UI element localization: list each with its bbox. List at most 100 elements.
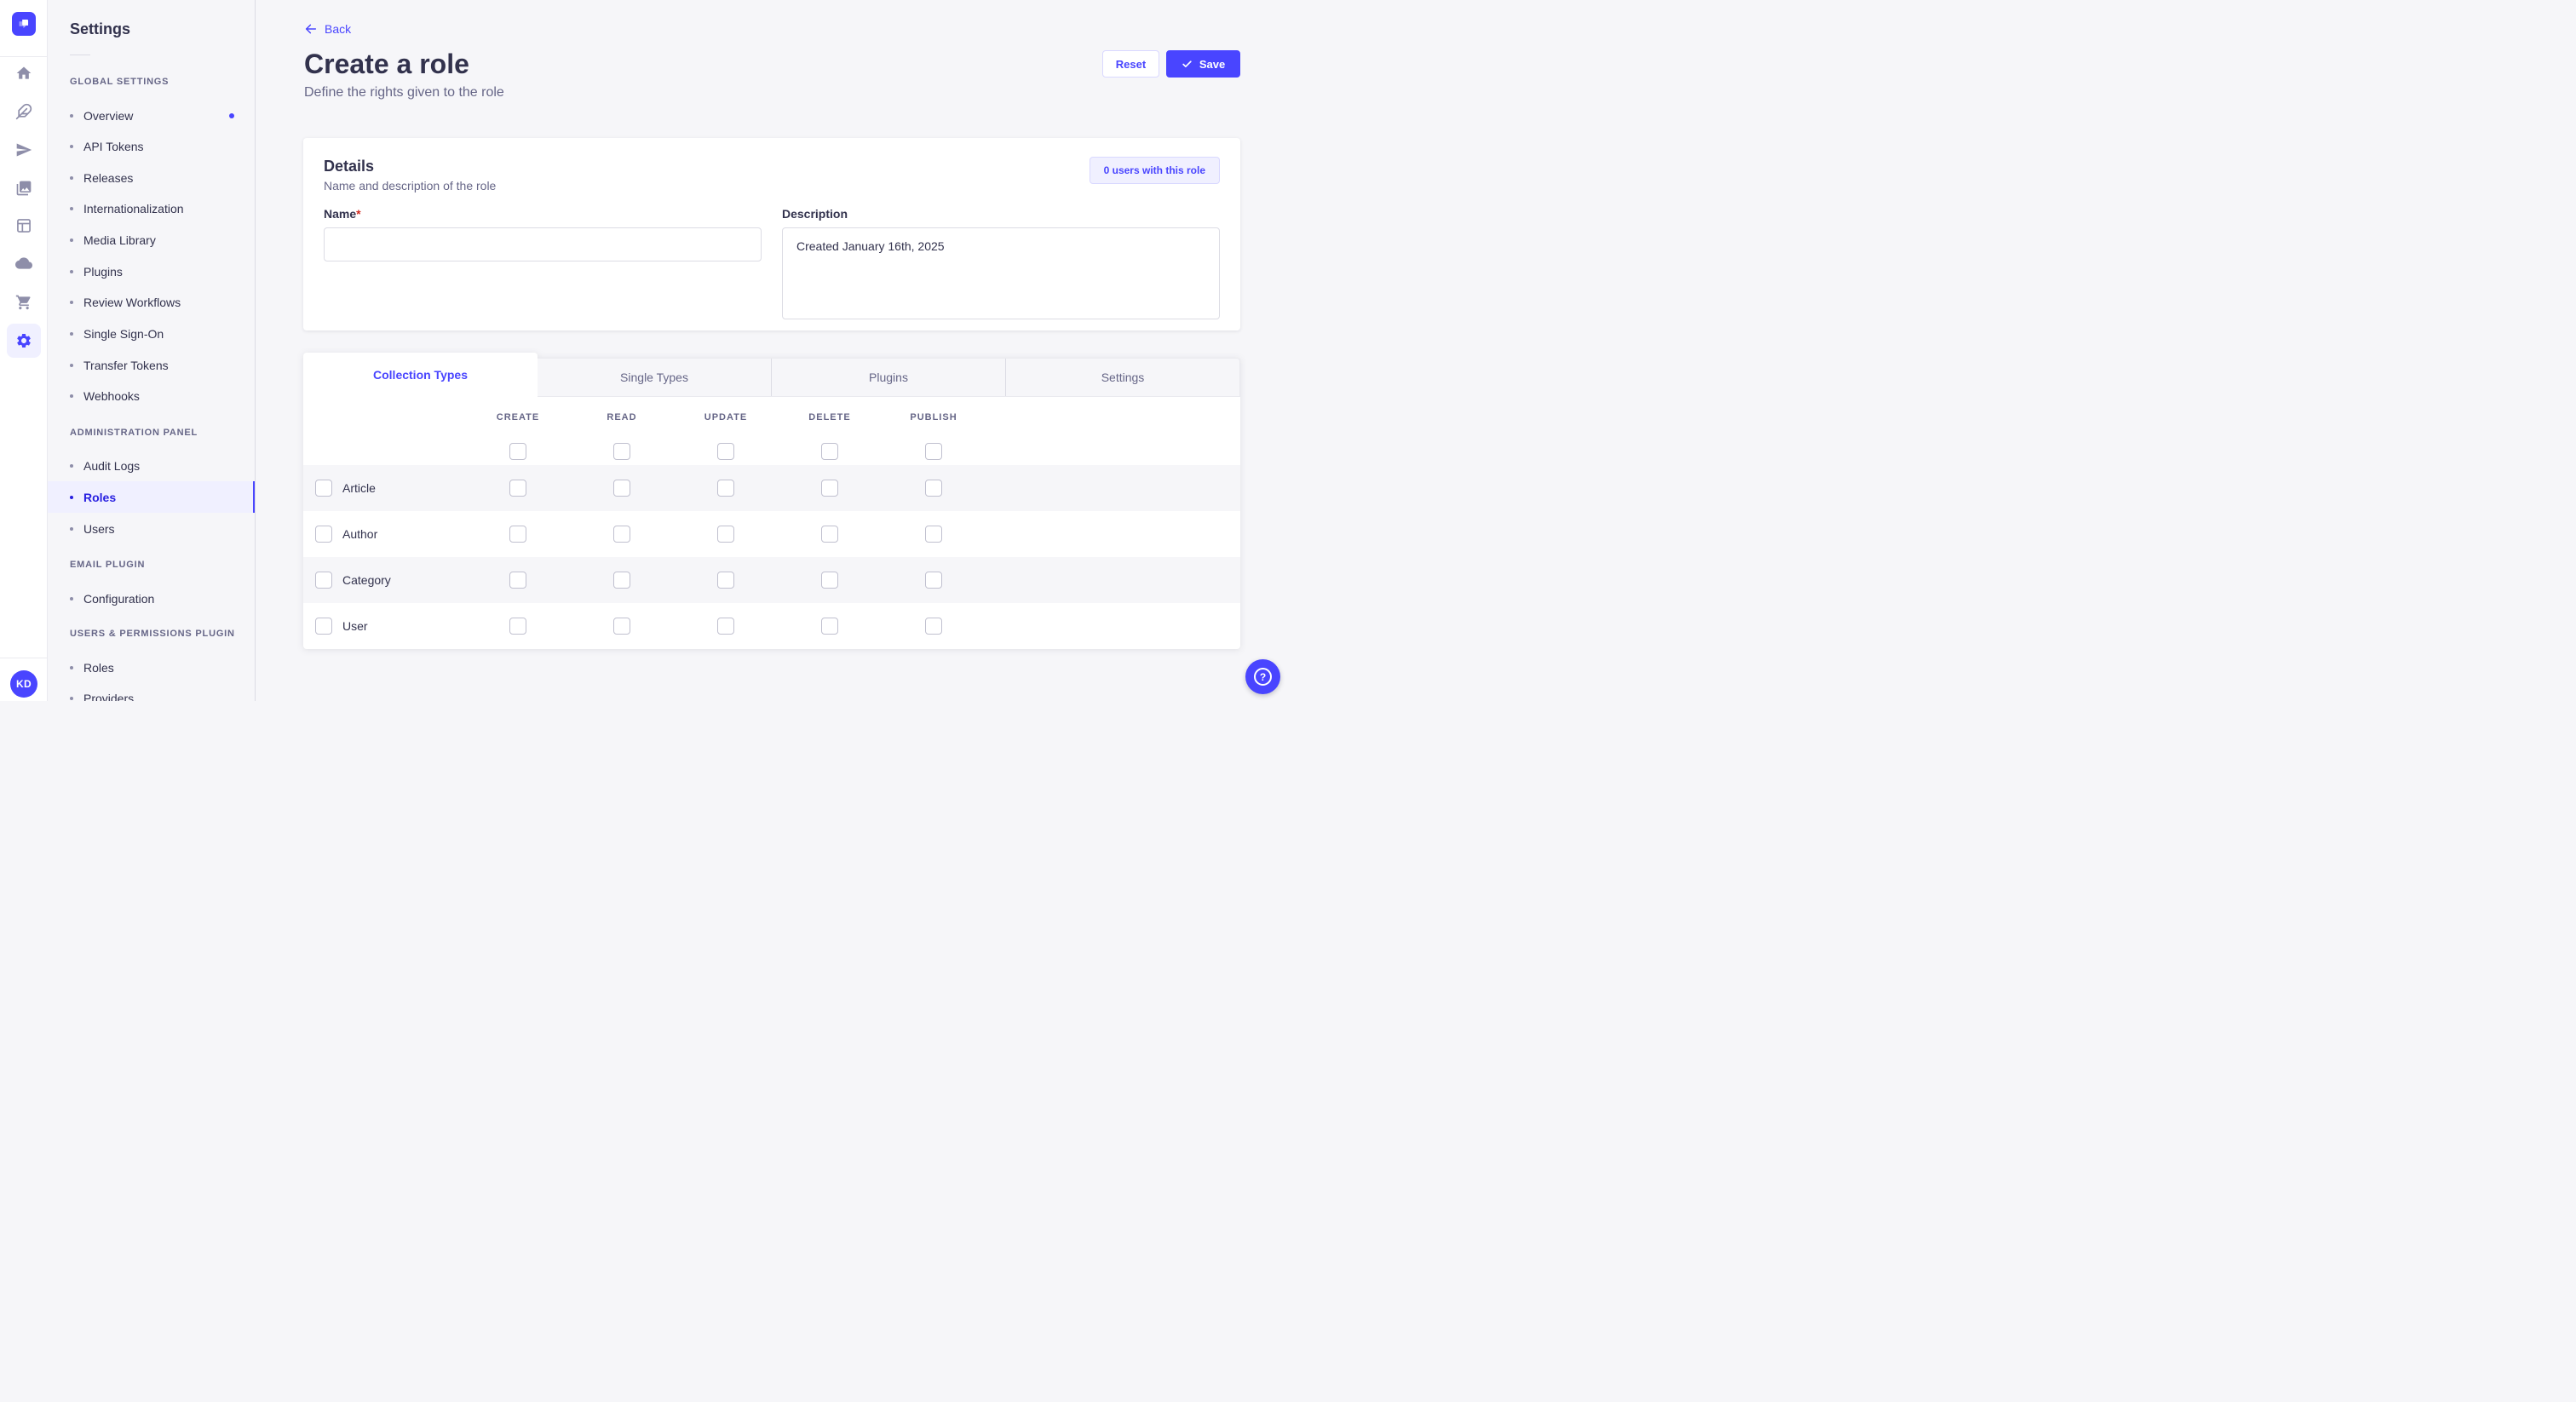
category-delete-checkbox[interactable] — [821, 572, 838, 589]
user-update-checkbox[interactable] — [717, 618, 734, 635]
category-read-checkbox[interactable] — [613, 572, 630, 589]
select-all-create-checkbox[interactable] — [509, 443, 526, 460]
description-field-group: Description Created January 16th, 2025 — [782, 207, 1220, 324]
article-delete-checkbox[interactable] — [821, 480, 838, 497]
select-all-publish-checkbox[interactable] — [925, 443, 942, 460]
cloud-icon[interactable] — [7, 246, 41, 280]
sidebar-item-up-roles[interactable]: Roles — [48, 652, 255, 683]
send-plane-icon[interactable] — [7, 133, 41, 167]
sidebar-item-single-sign-on[interactable]: Single Sign-On — [48, 318, 255, 349]
user-delete-checkbox[interactable] — [821, 618, 838, 635]
select-all-read-checkbox[interactable] — [613, 443, 630, 460]
sidebar-item-audit-logs[interactable]: Audit Logs — [48, 450, 255, 481]
tab-collection-types[interactable]: Collection Types — [303, 353, 538, 397]
category-update-checkbox[interactable] — [717, 572, 734, 589]
description-textarea[interactable]: Created January 16th, 2025 — [782, 227, 1220, 319]
media-library-icon[interactable] — [7, 171, 41, 205]
row-select-checkbox[interactable] — [315, 572, 332, 589]
layout-icon[interactable] — [7, 209, 41, 243]
article-publish-checkbox[interactable] — [925, 480, 942, 497]
tab-plugins[interactable]: Plugins — [771, 359, 1005, 396]
bullet-icon — [70, 144, 73, 148]
category-create-checkbox[interactable] — [509, 572, 526, 589]
user-publish-checkbox[interactable] — [925, 618, 942, 635]
permissions-card: Collection Types Single Types Plugins Se… — [303, 353, 1240, 649]
section-header-users-permissions-plugin: USERS & PERMISSIONS PLUGIN — [70, 629, 235, 639]
sidebar-item-configuration[interactable]: Configuration — [48, 583, 255, 614]
user-read-checkbox[interactable] — [613, 618, 630, 635]
save-button[interactable]: Save — [1166, 50, 1240, 78]
sidebar-item-review-workflows[interactable]: Review Workflows — [48, 286, 255, 318]
details-card: Details Name and description of the role… — [303, 138, 1240, 330]
name-input[interactable] — [324, 227, 762, 261]
select-all-row — [303, 438, 1240, 465]
row-select-checkbox[interactable] — [315, 618, 332, 635]
category-publish-checkbox[interactable] — [925, 572, 942, 589]
marketplace-cart-icon[interactable] — [7, 285, 41, 319]
bullet-icon — [70, 113, 73, 118]
author-delete-checkbox[interactable] — [821, 526, 838, 543]
bullet-icon — [70, 463, 73, 468]
sidebar-item-label: Releases — [83, 170, 134, 185]
back-label: Back — [325, 22, 352, 36]
article-read-checkbox[interactable] — [613, 480, 630, 497]
sidebar-item-label: Roles — [83, 490, 117, 504]
author-create-checkbox[interactable] — [509, 526, 526, 543]
help-button[interactable]: ? — [1245, 659, 1280, 694]
sidebar-item-label: Plugins — [83, 264, 123, 279]
sidebar-item-users[interactable]: Users — [48, 513, 255, 544]
sidebar-item-media-library[interactable]: Media Library — [48, 224, 255, 256]
sidebar-item-roles[interactable]: Roles — [48, 481, 255, 513]
sidebar-item-webhooks[interactable]: Webhooks — [48, 380, 255, 411]
sidebar-item-api-tokens[interactable]: API Tokens — [48, 130, 255, 162]
table-row-user: User — [303, 603, 1240, 649]
sidebar-item-label: Media Library — [83, 233, 156, 247]
article-update-checkbox[interactable] — [717, 480, 734, 497]
row-select-checkbox[interactable] — [315, 480, 332, 497]
bullet-icon — [70, 363, 73, 367]
sidebar-title: Settings — [70, 20, 131, 37]
sidebar-item-releases[interactable]: Releases — [48, 162, 255, 193]
row-select-checkbox[interactable] — [315, 526, 332, 543]
article-create-checkbox[interactable] — [509, 480, 526, 497]
name-label-text: Name — [324, 207, 357, 221]
settings-gear-icon[interactable] — [7, 324, 41, 358]
permissions-column-headers: CREATE READ UPDATE DELETE PUBLISH — [303, 397, 1240, 438]
bullet-icon — [70, 269, 73, 273]
bullet-icon — [70, 696, 73, 700]
back-link[interactable]: Back — [304, 22, 351, 36]
user-create-checkbox[interactable] — [509, 618, 526, 635]
author-read-checkbox[interactable] — [613, 526, 630, 543]
sidebar-item-label: Providers — [83, 691, 135, 702]
bullet-icon — [70, 206, 73, 210]
sidebar-item-providers[interactable]: Providers — [48, 682, 255, 701]
strapi-logo[interactable] — [12, 12, 36, 36]
sidebar-item-transfer-tokens[interactable]: Transfer Tokens — [48, 349, 255, 381]
tab-settings[interactable]: Settings — [1005, 359, 1239, 396]
select-all-update-checkbox[interactable] — [717, 443, 734, 460]
name-field-group: Name* — [324, 207, 762, 324]
bullet-icon — [70, 175, 73, 180]
row-label: Article — [342, 481, 376, 495]
select-all-delete-checkbox[interactable] — [821, 443, 838, 460]
home-icon[interactable] — [7, 56, 41, 90]
table-row-article: Article — [303, 465, 1240, 511]
sidebar-item-plugins[interactable]: Plugins — [48, 256, 255, 287]
main-content: Back Create a role Define the rights giv… — [256, 0, 1288, 701]
sidebar-item-internationalization[interactable]: Internationalization — [48, 192, 255, 224]
tab-single-types[interactable]: Single Types — [538, 359, 771, 396]
bullet-icon — [70, 331, 73, 336]
strapi-mark-icon — [19, 19, 29, 28]
reset-button[interactable]: Reset — [1102, 50, 1159, 78]
bullet-icon — [70, 665, 73, 669]
page-subtitle: Define the rights given to the role — [304, 85, 504, 100]
column-header-create: CREATE — [496, 412, 540, 422]
author-update-checkbox[interactable] — [717, 526, 734, 543]
tab-strip: Single Types Plugins Settings — [538, 358, 1240, 397]
users-with-role-button[interactable]: 0 users with this role — [1089, 157, 1220, 184]
sidebar-item-overview[interactable]: Overview — [48, 100, 255, 131]
author-publish-checkbox[interactable] — [925, 526, 942, 543]
write-feather-icon[interactable] — [7, 95, 41, 129]
column-header-delete: DELETE — [808, 412, 851, 422]
avatar[interactable]: KD — [10, 670, 37, 698]
